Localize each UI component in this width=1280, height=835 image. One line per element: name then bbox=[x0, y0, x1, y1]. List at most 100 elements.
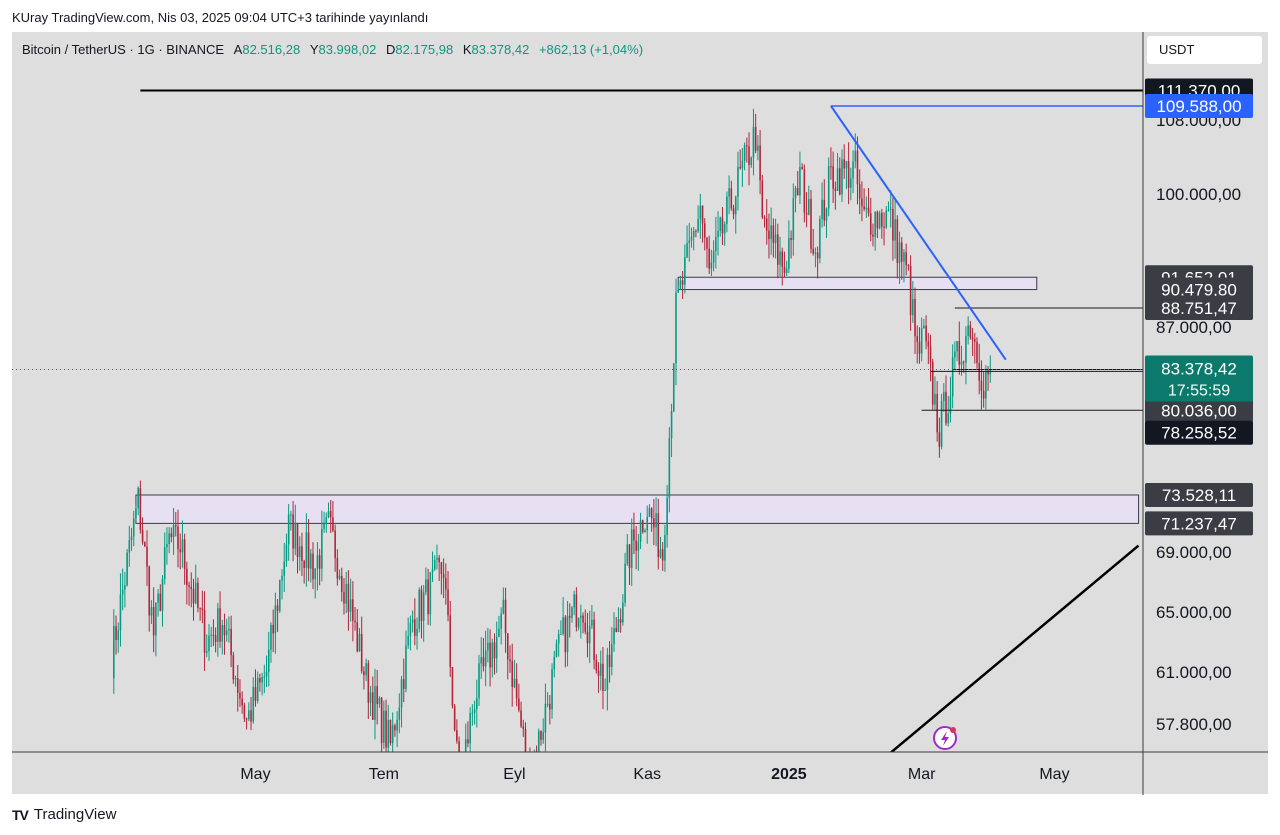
candle bbox=[506, 633, 509, 680]
candle-body bbox=[323, 523, 325, 529]
candle bbox=[323, 511, 325, 533]
price-label[interactable]: 90.479,80 bbox=[1145, 277, 1253, 302]
ascending-trendline[interactable] bbox=[888, 544, 1140, 755]
price-label[interactable]: 109.588,00 bbox=[1145, 93, 1253, 118]
candle bbox=[256, 671, 259, 704]
currency-selector[interactable]: USDT bbox=[1147, 36, 1262, 64]
support-resistance-zone[interactable] bbox=[135, 494, 1140, 524]
candle-body bbox=[566, 615, 569, 653]
candle bbox=[715, 216, 717, 269]
candle bbox=[757, 135, 759, 161]
candle-body bbox=[143, 542, 146, 547]
candle-body bbox=[608, 654, 611, 667]
candle bbox=[163, 532, 166, 585]
price-label-text: 73.528,11 bbox=[1162, 486, 1236, 505]
candle bbox=[843, 144, 846, 179]
candle bbox=[708, 235, 710, 275]
candle-body bbox=[354, 620, 356, 623]
lightning-icon[interactable] bbox=[933, 726, 957, 750]
candle-body bbox=[577, 618, 580, 628]
candle-body bbox=[186, 568, 188, 586]
candle-body bbox=[265, 671, 268, 677]
last-price-label[interactable]: 83.378,42 17:55:59 bbox=[1145, 355, 1253, 402]
candle-body bbox=[303, 560, 305, 568]
candle-body bbox=[411, 619, 414, 623]
candle-body bbox=[119, 594, 122, 631]
candle bbox=[580, 604, 582, 639]
candle bbox=[688, 223, 691, 262]
price-axis-label: 57.800,00 bbox=[1156, 715, 1232, 734]
price-label[interactable]: 88.751,47 bbox=[1145, 295, 1253, 320]
candle bbox=[934, 376, 936, 411]
candle bbox=[650, 507, 653, 532]
candle-body bbox=[613, 628, 615, 645]
candle-body bbox=[451, 667, 454, 706]
support-resistance-zone[interactable] bbox=[677, 276, 1038, 291]
candle-body bbox=[445, 578, 447, 590]
candle bbox=[721, 207, 724, 245]
candle bbox=[644, 528, 646, 533]
candle-body bbox=[203, 610, 206, 653]
candle bbox=[819, 215, 821, 264]
candle-body bbox=[402, 679, 405, 689]
candle-body bbox=[900, 242, 903, 262]
candle bbox=[803, 164, 806, 223]
candle bbox=[416, 617, 418, 650]
candle-body bbox=[489, 642, 491, 668]
candle-body bbox=[810, 198, 812, 249]
candle bbox=[383, 700, 385, 749]
candle bbox=[560, 620, 562, 635]
candle-body bbox=[969, 325, 972, 338]
candle-body bbox=[168, 533, 170, 545]
price-label[interactable]: 78.258,52 bbox=[1145, 420, 1253, 445]
candle bbox=[617, 607, 620, 633]
candle bbox=[411, 610, 414, 633]
candle-body bbox=[469, 713, 471, 744]
candle bbox=[276, 599, 279, 632]
candle bbox=[770, 207, 772, 255]
candle bbox=[712, 240, 715, 272]
candle bbox=[352, 581, 354, 642]
candle bbox=[907, 264, 910, 271]
candle-body bbox=[772, 225, 775, 244]
candle-body bbox=[549, 703, 551, 710]
candle bbox=[604, 678, 606, 691]
candle bbox=[387, 704, 390, 752]
candle-body bbox=[560, 633, 562, 635]
candle-body bbox=[194, 582, 197, 604]
candle-body bbox=[290, 514, 292, 516]
tradingview-brand[interactable]: TV TradingView bbox=[12, 806, 116, 823]
candle-body bbox=[292, 514, 294, 549]
candle-body bbox=[360, 633, 363, 672]
candle bbox=[872, 223, 874, 247]
candle-body bbox=[139, 488, 142, 530]
symbol-name[interactable]: Bitcoin / TetherUS · 1G · BINANCE bbox=[22, 42, 225, 57]
candle-body bbox=[429, 572, 432, 615]
descending-trendline[interactable] bbox=[830, 105, 1007, 361]
candle-body bbox=[728, 188, 730, 197]
candle-body bbox=[250, 710, 252, 722]
candle-body bbox=[281, 575, 283, 581]
candle-body bbox=[971, 337, 974, 340]
chart-area[interactable] bbox=[12, 32, 1268, 794]
candle bbox=[239, 679, 241, 707]
candle bbox=[958, 321, 961, 375]
candle-body bbox=[807, 198, 810, 215]
price-label[interactable]: 71.237,47 bbox=[1145, 511, 1253, 536]
chart-legend: Bitcoin / TetherUS · 1G · BINANCE A82.51… bbox=[22, 42, 643, 57]
price-label[interactable]: 80.036,00 bbox=[1145, 398, 1253, 423]
candle-body bbox=[427, 579, 429, 615]
candle bbox=[854, 133, 857, 169]
candle-body bbox=[982, 390, 985, 399]
candle bbox=[909, 255, 912, 331]
candle-body bbox=[316, 555, 319, 569]
candle bbox=[761, 174, 764, 220]
candle-body bbox=[655, 513, 657, 528]
candle bbox=[518, 683, 520, 713]
candle-body bbox=[730, 188, 733, 209]
candle bbox=[445, 563, 447, 605]
price-label[interactable]: 73.528,11 bbox=[1145, 483, 1253, 507]
candle-body bbox=[449, 615, 452, 668]
candle-body bbox=[500, 613, 502, 629]
